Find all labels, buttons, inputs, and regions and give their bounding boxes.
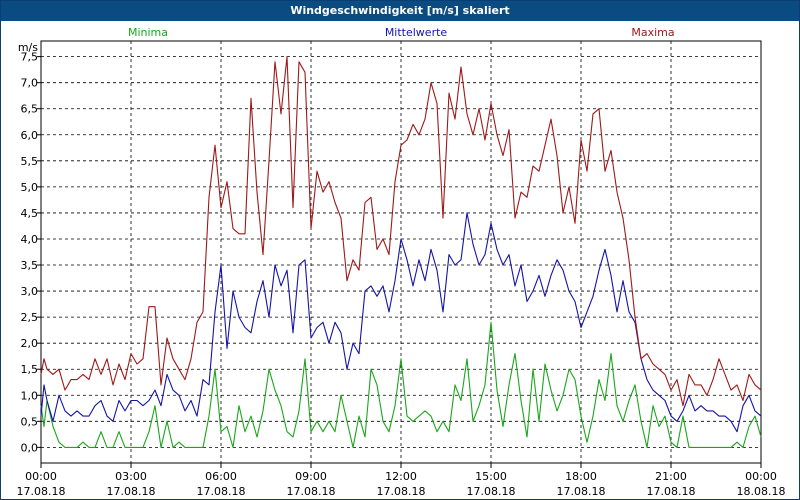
x-tick-date: 17.08.18 [107,485,156,498]
x-tick-date: 17.08.18 [377,485,426,498]
series-line-maxima [40,56,762,407]
y-tick-label: 7,0 [21,77,39,90]
y-tick-label: 4,5 [21,207,39,220]
x-tick-time: 00:00 [745,470,777,483]
series-line-minima [40,321,762,448]
x-tick-time: 15:00 [475,470,507,483]
y-tick-label: 1,0 [21,389,39,402]
x-tick-date: 17.08.18 [197,485,246,498]
legend-minima: Minima [128,26,168,39]
y-tick-label: 3,5 [21,259,39,272]
y-tick-label: 0,5 [21,415,39,428]
x-tick-date: 17.08.18 [557,485,606,498]
x-tick-date: 17.08.18 [467,485,516,498]
x-tick-time: 03:00 [115,470,147,483]
title-bar: Windgeschwindigkeit [m/s] skaliert [1,1,799,21]
y-tick-label: 5,0 [21,181,39,194]
y-axis-label: m/s [18,41,38,54]
y-tick-label: 2,5 [21,311,39,324]
x-tick-date: 17.08.18 [17,485,66,498]
legend-mittelwerte: Mittelwerte [385,26,448,39]
y-tick-label: 3,0 [21,285,39,298]
y-tick-label: 6,0 [21,129,39,142]
y-tick-label: 7,5 [21,51,39,64]
x-tick-time: 09:00 [295,470,327,483]
y-tick-label: 0,0 [21,441,39,454]
chart-title: Windgeschwindigkeit [m/s] skaliert [290,4,510,17]
x-tick-time: 06:00 [205,470,237,483]
x-tick-date: 17.08.18 [287,485,336,498]
y-tick-label: 1,5 [21,363,39,376]
x-tick-time: 18:00 [565,470,597,483]
x-tick-time: 21:00 [655,470,687,483]
x-tick-date: 18.08.18 [737,485,786,498]
x-tick-date: 17.08.18 [647,485,696,498]
y-tick-label: 2,0 [21,337,39,350]
x-tick-time: 12:00 [385,470,417,483]
legend-maxima: Maxima [631,26,674,39]
y-tick-label: 5,5 [21,155,39,168]
y-tick-label: 4,0 [21,233,39,246]
y-tick-label: 6,5 [21,103,39,116]
x-tick-time: 00:00 [25,470,57,483]
